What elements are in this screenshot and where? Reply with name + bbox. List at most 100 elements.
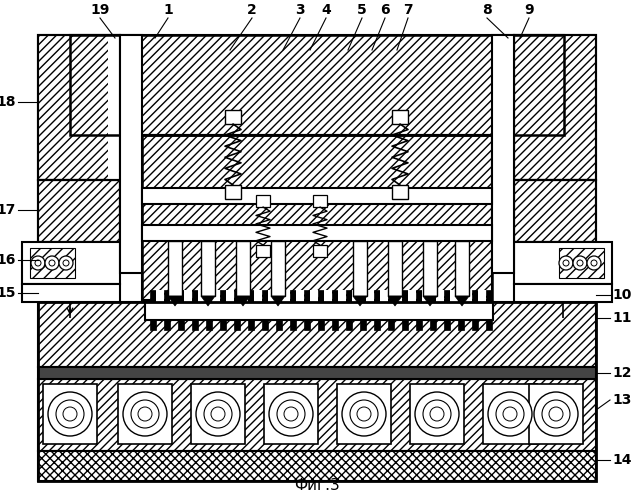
Bar	[304, 320, 310, 330]
Bar	[192, 320, 198, 330]
Bar	[360, 290, 366, 302]
Text: 10: 10	[612, 288, 631, 302]
Bar	[338, 290, 346, 302]
Circle shape	[196, 392, 240, 436]
Bar	[346, 320, 352, 330]
Polygon shape	[388, 296, 402, 306]
Text: 19: 19	[90, 3, 110, 17]
Bar	[346, 290, 352, 302]
Bar	[486, 290, 492, 302]
Bar	[164, 320, 170, 330]
Bar	[483, 384, 537, 444]
Bar	[313, 245, 327, 257]
Bar	[22, 242, 120, 284]
Bar	[304, 290, 310, 302]
Bar	[472, 290, 478, 302]
Bar	[486, 320, 492, 330]
Bar	[392, 185, 408, 199]
Bar	[514, 35, 596, 180]
Circle shape	[35, 260, 41, 266]
Circle shape	[211, 407, 225, 421]
Bar	[380, 290, 388, 302]
Text: 14: 14	[612, 453, 631, 467]
Bar	[118, 384, 172, 444]
Text: 17: 17	[0, 203, 16, 217]
Bar	[318, 320, 324, 330]
Circle shape	[573, 256, 587, 270]
Bar	[366, 290, 374, 302]
Bar	[478, 290, 486, 302]
Bar	[514, 180, 596, 242]
Bar	[150, 290, 156, 302]
Bar	[256, 245, 270, 257]
Bar	[234, 320, 240, 330]
Bar	[248, 320, 254, 330]
Bar	[402, 290, 408, 302]
Text: 5: 5	[357, 3, 367, 17]
Bar	[168, 241, 182, 296]
Bar	[423, 241, 437, 296]
Bar	[191, 384, 245, 444]
Bar	[70, 35, 564, 135]
Circle shape	[587, 256, 601, 270]
Circle shape	[488, 392, 532, 436]
Circle shape	[49, 260, 55, 266]
Bar	[410, 384, 464, 444]
Text: 6: 6	[380, 3, 390, 17]
Bar	[248, 290, 254, 302]
Polygon shape	[271, 296, 285, 306]
Circle shape	[577, 260, 583, 266]
Circle shape	[131, 400, 159, 428]
Bar	[392, 110, 408, 124]
Bar	[472, 320, 478, 330]
Bar	[38, 302, 596, 481]
Bar	[360, 320, 366, 330]
Circle shape	[591, 260, 597, 266]
Bar	[416, 320, 422, 330]
Bar	[264, 384, 318, 444]
Bar	[388, 290, 394, 302]
Circle shape	[123, 392, 167, 436]
Bar	[324, 290, 332, 302]
Bar	[559, 248, 604, 278]
Text: 16: 16	[0, 253, 16, 267]
Circle shape	[48, 392, 92, 436]
Circle shape	[342, 392, 386, 436]
Circle shape	[423, 400, 451, 428]
Circle shape	[357, 407, 371, 421]
Text: 3: 3	[295, 3, 305, 17]
Bar	[514, 284, 612, 302]
Bar	[225, 110, 241, 124]
Bar	[170, 290, 178, 302]
Polygon shape	[236, 296, 250, 306]
Circle shape	[415, 392, 459, 436]
Bar	[262, 320, 268, 330]
Bar	[388, 241, 402, 296]
Bar	[164, 290, 170, 302]
Bar	[436, 290, 444, 302]
Bar	[332, 290, 338, 302]
Bar	[514, 180, 596, 242]
Bar	[444, 290, 450, 302]
Polygon shape	[353, 296, 367, 306]
Bar	[142, 188, 492, 204]
Bar	[198, 290, 206, 302]
Bar	[430, 290, 436, 302]
Bar	[240, 290, 248, 302]
Polygon shape	[423, 296, 437, 306]
Bar	[458, 290, 464, 302]
Bar	[38, 451, 596, 481]
Bar	[120, 35, 142, 135]
Bar	[22, 284, 120, 302]
Bar	[374, 290, 380, 302]
Circle shape	[59, 256, 73, 270]
Bar	[352, 290, 360, 302]
Polygon shape	[201, 296, 215, 306]
Bar	[282, 290, 290, 302]
Bar	[212, 290, 220, 302]
Bar	[458, 320, 464, 330]
Bar	[70, 35, 564, 135]
Bar	[38, 35, 120, 180]
Bar	[43, 384, 97, 444]
Circle shape	[350, 400, 378, 428]
